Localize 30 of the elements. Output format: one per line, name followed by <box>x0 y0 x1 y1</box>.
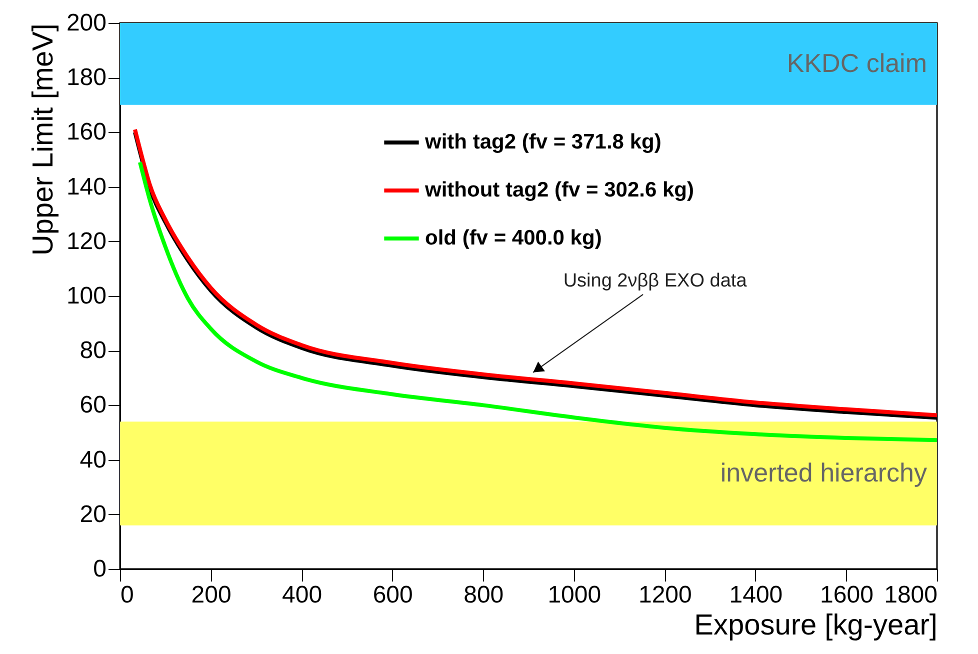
x-tick-label: 1200 <box>638 582 692 608</box>
x-tick-label: 200 <box>191 582 232 608</box>
x-tick-label: 1600 <box>820 582 874 608</box>
annotation: Using 2νββ EXO data <box>563 270 748 292</box>
band-label: inverted hierarchy <box>720 457 927 488</box>
y-axis-title: Upper Limit [meV] <box>27 24 60 256</box>
line-series <box>138 160 939 442</box>
y-tick-label: 100 <box>66 282 106 310</box>
x-tick-label: 800 <box>464 582 504 608</box>
y-tick-label: 20 <box>80 500 106 528</box>
y-tick-label: 60 <box>80 392 106 419</box>
legend-label: old (fv = 400.0 kg) <box>425 226 602 250</box>
y-tick-label: 0 <box>93 556 106 582</box>
y-tick-label: 80 <box>80 337 106 364</box>
y-tick-label: 200 <box>66 10 106 36</box>
y-tick-label: 40 <box>80 446 106 474</box>
legend-label: without tag2 (fv = 302.6 kg) <box>424 178 694 202</box>
x-tick-label: 1400 <box>729 582 783 608</box>
x-tick-label: 600 <box>372 582 413 608</box>
y-tick-label: 160 <box>66 118 106 146</box>
x-tick-label: 1800 <box>884 582 938 608</box>
y-tick-label: 180 <box>66 64 106 92</box>
y-tick-label: 140 <box>66 173 106 200</box>
x-tick-label: 1000 <box>548 582 602 608</box>
x-tick-label: 0 <box>120 582 134 608</box>
x-axis-title: Exposure [kg-year] <box>694 610 938 642</box>
legend-label: with tag2 (fv = 371.8 kg) <box>424 130 662 154</box>
x-tick-label: 400 <box>282 582 322 608</box>
y-tick-label: 120 <box>66 228 106 255</box>
band-label: KKDC claim <box>786 48 927 78</box>
